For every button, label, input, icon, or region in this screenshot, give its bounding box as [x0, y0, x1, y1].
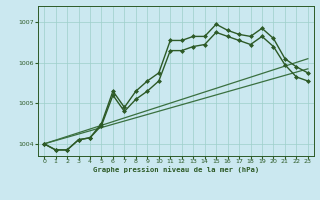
X-axis label: Graphe pression niveau de la mer (hPa): Graphe pression niveau de la mer (hPa): [93, 166, 259, 173]
